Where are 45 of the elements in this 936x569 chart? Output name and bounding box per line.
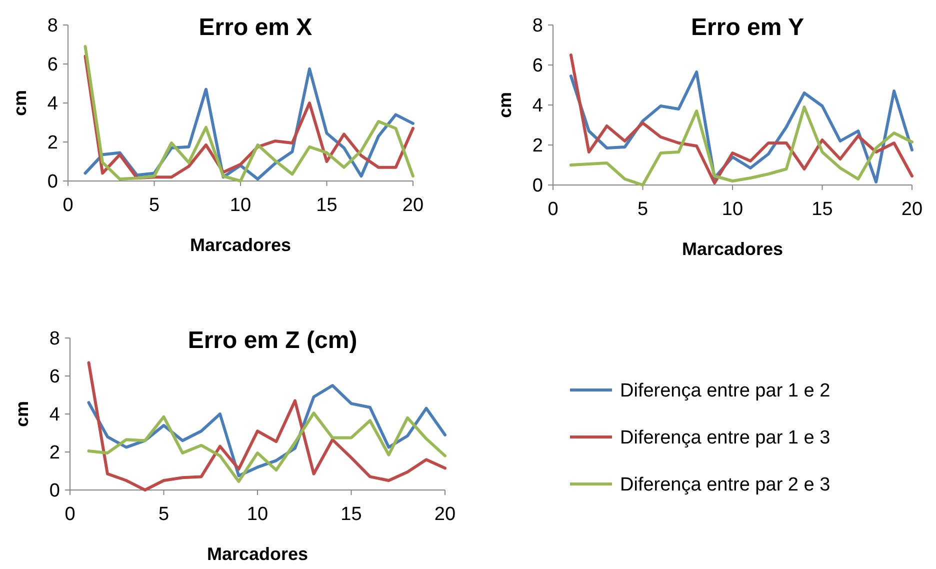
x-tick-label: 20 [402, 195, 424, 216]
x-tick-label: 5 [637, 199, 648, 220]
y-axis-title: cm [12, 400, 32, 428]
y-tick-label: 8 [47, 16, 58, 37]
legend-label: Diferença entre par 1 e 3 [620, 428, 830, 449]
line-series [87, 361, 446, 492]
y-tick-label: 4 [532, 96, 544, 117]
y-tick-label: 0 [47, 172, 58, 193]
x-tick-label: 0 [64, 504, 76, 525]
x-tick-label: 0 [548, 199, 558, 220]
x-tick-label: 5 [148, 195, 160, 216]
x-tick-label: 5 [158, 504, 170, 525]
line-series [87, 412, 446, 483]
x-tick-label: 10 [246, 504, 268, 525]
x-axis-title: Marcadores [206, 544, 308, 564]
chart-title: Erro em Y [691, 14, 804, 41]
y-tick-label: 4 [49, 404, 60, 426]
y-tick-label: 0 [49, 480, 60, 502]
x-tick-label: 15 [316, 195, 338, 216]
x-tick-label: 10 [722, 199, 744, 220]
x-axis-title: Marcadores [682, 239, 784, 259]
y-tick-label: 6 [532, 56, 543, 77]
chart-title: Erro em X [198, 14, 312, 41]
x-tick-label: 20 [901, 199, 923, 220]
y-tick-label: 6 [47, 54, 58, 76]
x-axis-title: Marcadores [190, 235, 292, 255]
line-series [569, 106, 914, 186]
y-tick-label: 2 [532, 136, 543, 157]
y-axis-title: cm [10, 90, 30, 116]
y-tick-label: 4 [47, 94, 58, 115]
y-axis-title: cm [495, 92, 515, 118]
chart-title: Erro em Z (cm) [188, 327, 358, 354]
x-tick-label: 0 [62, 195, 74, 216]
legend-label: Diferença entre par 1 e 2 [620, 380, 830, 402]
y-tick-label: 2 [47, 132, 58, 154]
y-tick-label: 8 [49, 328, 60, 350]
y-tick-label: 6 [49, 366, 60, 388]
x-tick-label: 15 [340, 504, 362, 525]
x-tick-label: 15 [812, 199, 833, 220]
y-tick-label: 0 [532, 176, 543, 197]
y-tick-label: 2 [49, 442, 60, 464]
x-tick-label: 10 [230, 195, 252, 216]
x-tick-label: 20 [434, 504, 456, 525]
y-tick-label: 8 [532, 16, 543, 37]
legend-label: Diferença entre par 2 e 3 [620, 474, 830, 496]
